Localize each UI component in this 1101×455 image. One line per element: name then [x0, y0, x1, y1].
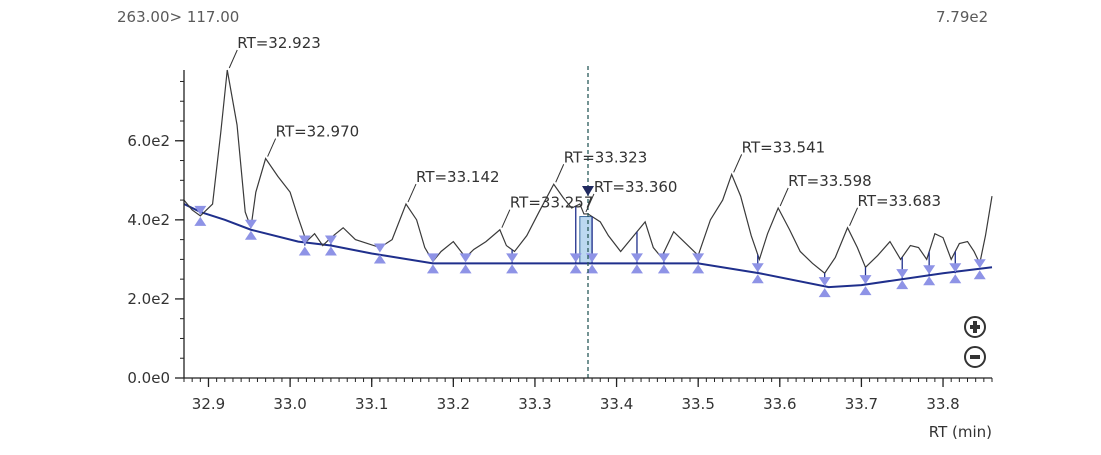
peak-label: RT=33.598 — [788, 172, 872, 190]
peak-label-leader — [779, 187, 789, 207]
boundary-marker-up — [949, 274, 962, 284]
boundary-marker-down — [657, 253, 670, 263]
boundary-marker-down — [569, 253, 582, 263]
x-tick-label: 33.5 — [681, 395, 714, 413]
cursor-peak-marker — [582, 186, 594, 197]
x-tick-label: 33.4 — [600, 395, 633, 413]
boundary-marker-up — [569, 264, 582, 274]
boundary-marker-down — [923, 265, 936, 275]
boundary-marker-down — [896, 269, 909, 279]
transition-label: 263.00> 117.00 — [117, 8, 240, 26]
boundary-marker-down — [298, 235, 311, 245]
zoom-out-button[interactable] — [964, 346, 986, 368]
x-tick-label: 32.9 — [192, 395, 225, 413]
boundary-marker-down — [859, 275, 872, 285]
zoom-in-button[interactable] — [964, 316, 986, 338]
boundary-marker-up — [373, 254, 386, 264]
peak-label-leader — [733, 154, 743, 173]
boundary-marker-down — [244, 219, 257, 229]
boundary-marker-up — [244, 230, 257, 240]
x-tick-label: 33.1 — [355, 395, 388, 413]
peak-label-leader — [407, 183, 417, 203]
boundary-marker-down — [630, 253, 643, 263]
boundary-marker-down — [818, 277, 831, 287]
boundary-marker-up — [194, 216, 207, 226]
x-tick-label: 33.0 — [273, 395, 306, 413]
y-tick-label: 0.0e0 — [127, 369, 170, 387]
peak-label: RT=32.970 — [276, 123, 360, 141]
peak-label-leader — [585, 193, 595, 213]
y-tick-label: 6.0e2 — [127, 132, 170, 150]
boundary-marker-up — [586, 264, 599, 274]
peak-label-leader — [501, 209, 511, 228]
boundary-marker-down — [973, 259, 986, 269]
y-tick-label: 2.0e2 — [127, 290, 170, 308]
peak-label-leader — [555, 164, 565, 183]
max-intensity-label: 7.79e2 — [936, 8, 989, 26]
boundary-marker-up — [630, 264, 643, 274]
boundary-marker-up — [896, 280, 909, 290]
boundary-marker-up — [506, 264, 519, 274]
boundary-marker-up — [298, 246, 311, 256]
boundary-marker-down — [751, 263, 764, 273]
x-axis-label: RT (min) — [929, 423, 992, 441]
x-tick-label: 33.2 — [437, 395, 470, 413]
peak-label: RT=33.541 — [742, 138, 826, 156]
boundary-marker-up — [692, 264, 705, 274]
peak-label: RT=33.257 — [510, 194, 594, 212]
boundary-marker-down — [373, 243, 386, 253]
peak-label: RT=33.142 — [416, 168, 500, 186]
boundary-marker-down — [692, 253, 705, 263]
x-tick-label: 33.6 — [763, 395, 796, 413]
boundary-marker-up — [751, 274, 764, 284]
boundary-marker-up — [818, 288, 831, 298]
x-tick-label: 33.7 — [845, 395, 878, 413]
boundary-marker-down — [586, 253, 599, 263]
boundary-marker-up — [657, 264, 670, 274]
boundary-marker-down — [506, 253, 519, 263]
boundary-marker-up — [459, 264, 472, 274]
boundary-marker-down — [459, 253, 472, 263]
boundary-marker-down — [194, 205, 207, 215]
baseline-line — [183, 203, 993, 289]
boundary-marker-down — [426, 253, 439, 263]
boundary-marker-up — [923, 276, 936, 286]
boundary-marker-up — [973, 270, 986, 280]
peak-label-leader — [267, 138, 277, 157]
boundary-marker-down — [324, 235, 337, 245]
peak-label: RT=33.323 — [564, 148, 648, 166]
peak-label: RT=32.923 — [237, 34, 321, 52]
boundary-marker-down — [949, 263, 962, 273]
y-tick-label: 4.0e2 — [127, 211, 170, 229]
boundary-marker-up — [426, 264, 439, 274]
peak-label: RT=33.683 — [858, 192, 942, 210]
boundary-marker-up — [324, 246, 337, 256]
peak-label-leader — [849, 207, 858, 226]
peak-label-leader — [228, 49, 238, 69]
boundary-marker-up — [859, 286, 872, 296]
x-tick-label: 33.8 — [926, 395, 959, 413]
peak-label: RT=33.360 — [594, 178, 678, 196]
x-tick-label: 33.3 — [518, 395, 551, 413]
